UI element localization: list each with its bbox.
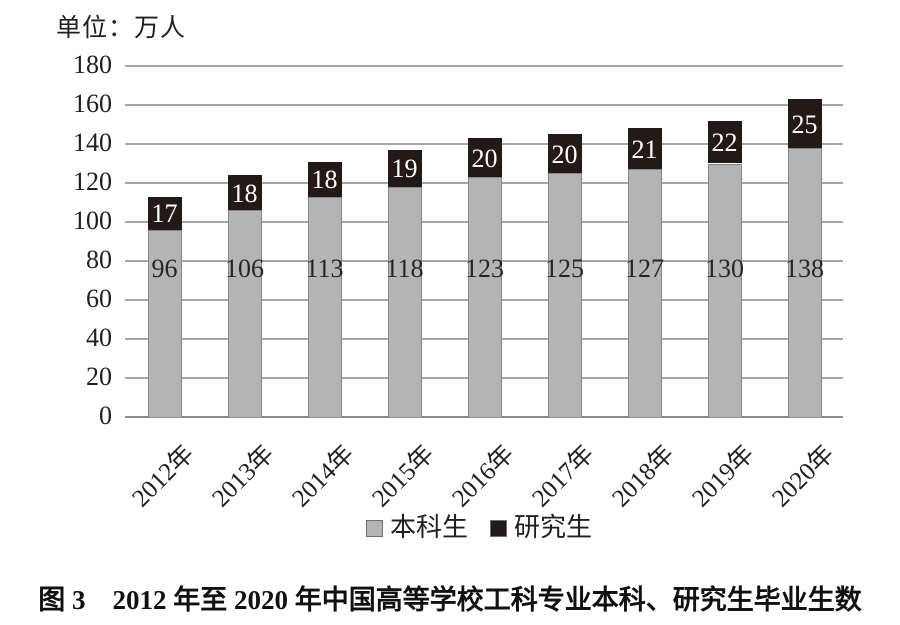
y-tick-label: 140 — [73, 128, 112, 157]
graduate-value-label: 19 — [391, 154, 418, 184]
bar-undergraduate — [467, 177, 502, 417]
y-tick-label: 60 — [86, 284, 112, 313]
y-tick-label: 0 — [99, 401, 112, 430]
figure-caption: 图 3 2012 年至 2020 年中国高等学校工科专业本科、研究生毕业生数 — [38, 585, 862, 615]
x-tick-label: 2013年 — [206, 440, 279, 513]
bar-graduate: 25 — [787, 99, 822, 148]
graduate-value-label: 18 — [311, 165, 338, 195]
legend: 本科生 研究生 — [366, 513, 593, 543]
bar-graduate: 18 — [227, 175, 262, 211]
bar-undergraduate — [227, 210, 262, 417]
bar-undergraduate — [387, 186, 422, 417]
bar-undergraduate — [627, 169, 662, 417]
bar-undergraduate — [147, 229, 182, 417]
graduate-value-label: 20 — [551, 139, 578, 169]
x-tick-label: 2019年 — [686, 440, 759, 513]
gridline — [125, 65, 843, 67]
plot-area: 17 96 18 106 18 113 19 118 20 123 20 125 21 127 22 130 2… — [125, 65, 843, 418]
x-tick-label: 2020年 — [766, 440, 839, 513]
bar-undergraduate — [787, 147, 822, 417]
legend-label: 研究生 — [514, 513, 593, 542]
undergraduate-value-label: 106 — [225, 254, 264, 283]
graduate-value-label: 18 — [231, 178, 258, 208]
legend-swatch-icon — [490, 519, 508, 537]
unit-label: 单位：万人 — [56, 15, 187, 42]
x-tick-label: 2018年 — [606, 440, 679, 513]
y-tick-label: 160 — [73, 89, 112, 118]
undergraduate-value-label: 123 — [465, 254, 504, 283]
undergraduate-value-label: 118 — [385, 254, 424, 283]
x-axis-line — [125, 416, 843, 418]
y-tick-label: 20 — [86, 362, 112, 391]
undergraduate-value-label: 125 — [545, 254, 584, 283]
gridline — [125, 104, 843, 106]
legend-swatch-icon — [366, 519, 383, 537]
bar-undergraduate — [547, 173, 582, 417]
y-tick-label: 120 — [73, 167, 112, 196]
y-tick-label: 180 — [73, 50, 112, 79]
undergraduate-value-label: 113 — [305, 254, 344, 283]
undergraduate-value-label: 96 — [151, 254, 178, 283]
bar-graduate: 21 — [627, 128, 662, 170]
bar-undergraduate — [707, 163, 742, 417]
y-tick-label: 100 — [73, 206, 112, 235]
y-tick-label: 40 — [86, 323, 112, 352]
undergraduate-value-label: 138 — [785, 254, 824, 283]
graduate-value-label: 25 — [791, 109, 818, 139]
graduate-value-label: 22 — [711, 128, 738, 158]
bar-graduate: 20 — [467, 138, 502, 178]
bar-graduate: 22 — [707, 120, 742, 164]
bar-graduate: 17 — [147, 196, 182, 230]
legend-item: 本科生 — [366, 513, 469, 543]
x-tick-label: 2014年 — [286, 440, 359, 513]
y-tick-label: 80 — [86, 245, 112, 274]
graduate-value-label: 21 — [631, 134, 658, 164]
legend-item: 研究生 — [490, 513, 593, 543]
legend-label: 本科生 — [390, 513, 469, 542]
x-tick-label: 2012年 — [126, 440, 199, 513]
undergraduate-value-label: 130 — [705, 254, 744, 283]
bar-graduate: 19 — [387, 149, 422, 187]
bar-undergraduate — [307, 196, 342, 417]
bar-graduate: 20 — [547, 134, 582, 174]
undergraduate-value-label: 127 — [625, 254, 664, 283]
bar-graduate: 18 — [307, 161, 342, 197]
graduate-value-label: 20 — [471, 143, 498, 173]
graduate-value-label: 17 — [151, 199, 178, 229]
